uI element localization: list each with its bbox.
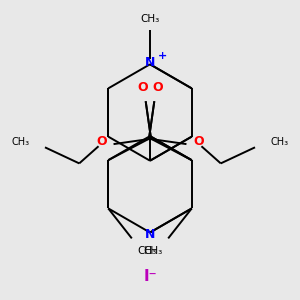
Text: O: O <box>193 136 204 148</box>
Text: CH₃: CH₃ <box>144 246 163 256</box>
Text: O: O <box>96 136 107 148</box>
Text: CH₃: CH₃ <box>140 14 160 24</box>
Text: I⁻: I⁻ <box>143 269 157 284</box>
Text: N: N <box>145 56 155 69</box>
Text: +: + <box>158 51 167 61</box>
Text: CH₃: CH₃ <box>137 246 156 256</box>
Text: O: O <box>137 81 148 94</box>
Text: CH₃: CH₃ <box>12 137 30 147</box>
Text: CH₃: CH₃ <box>270 137 288 147</box>
Text: O: O <box>152 81 163 94</box>
Text: N: N <box>145 228 155 241</box>
